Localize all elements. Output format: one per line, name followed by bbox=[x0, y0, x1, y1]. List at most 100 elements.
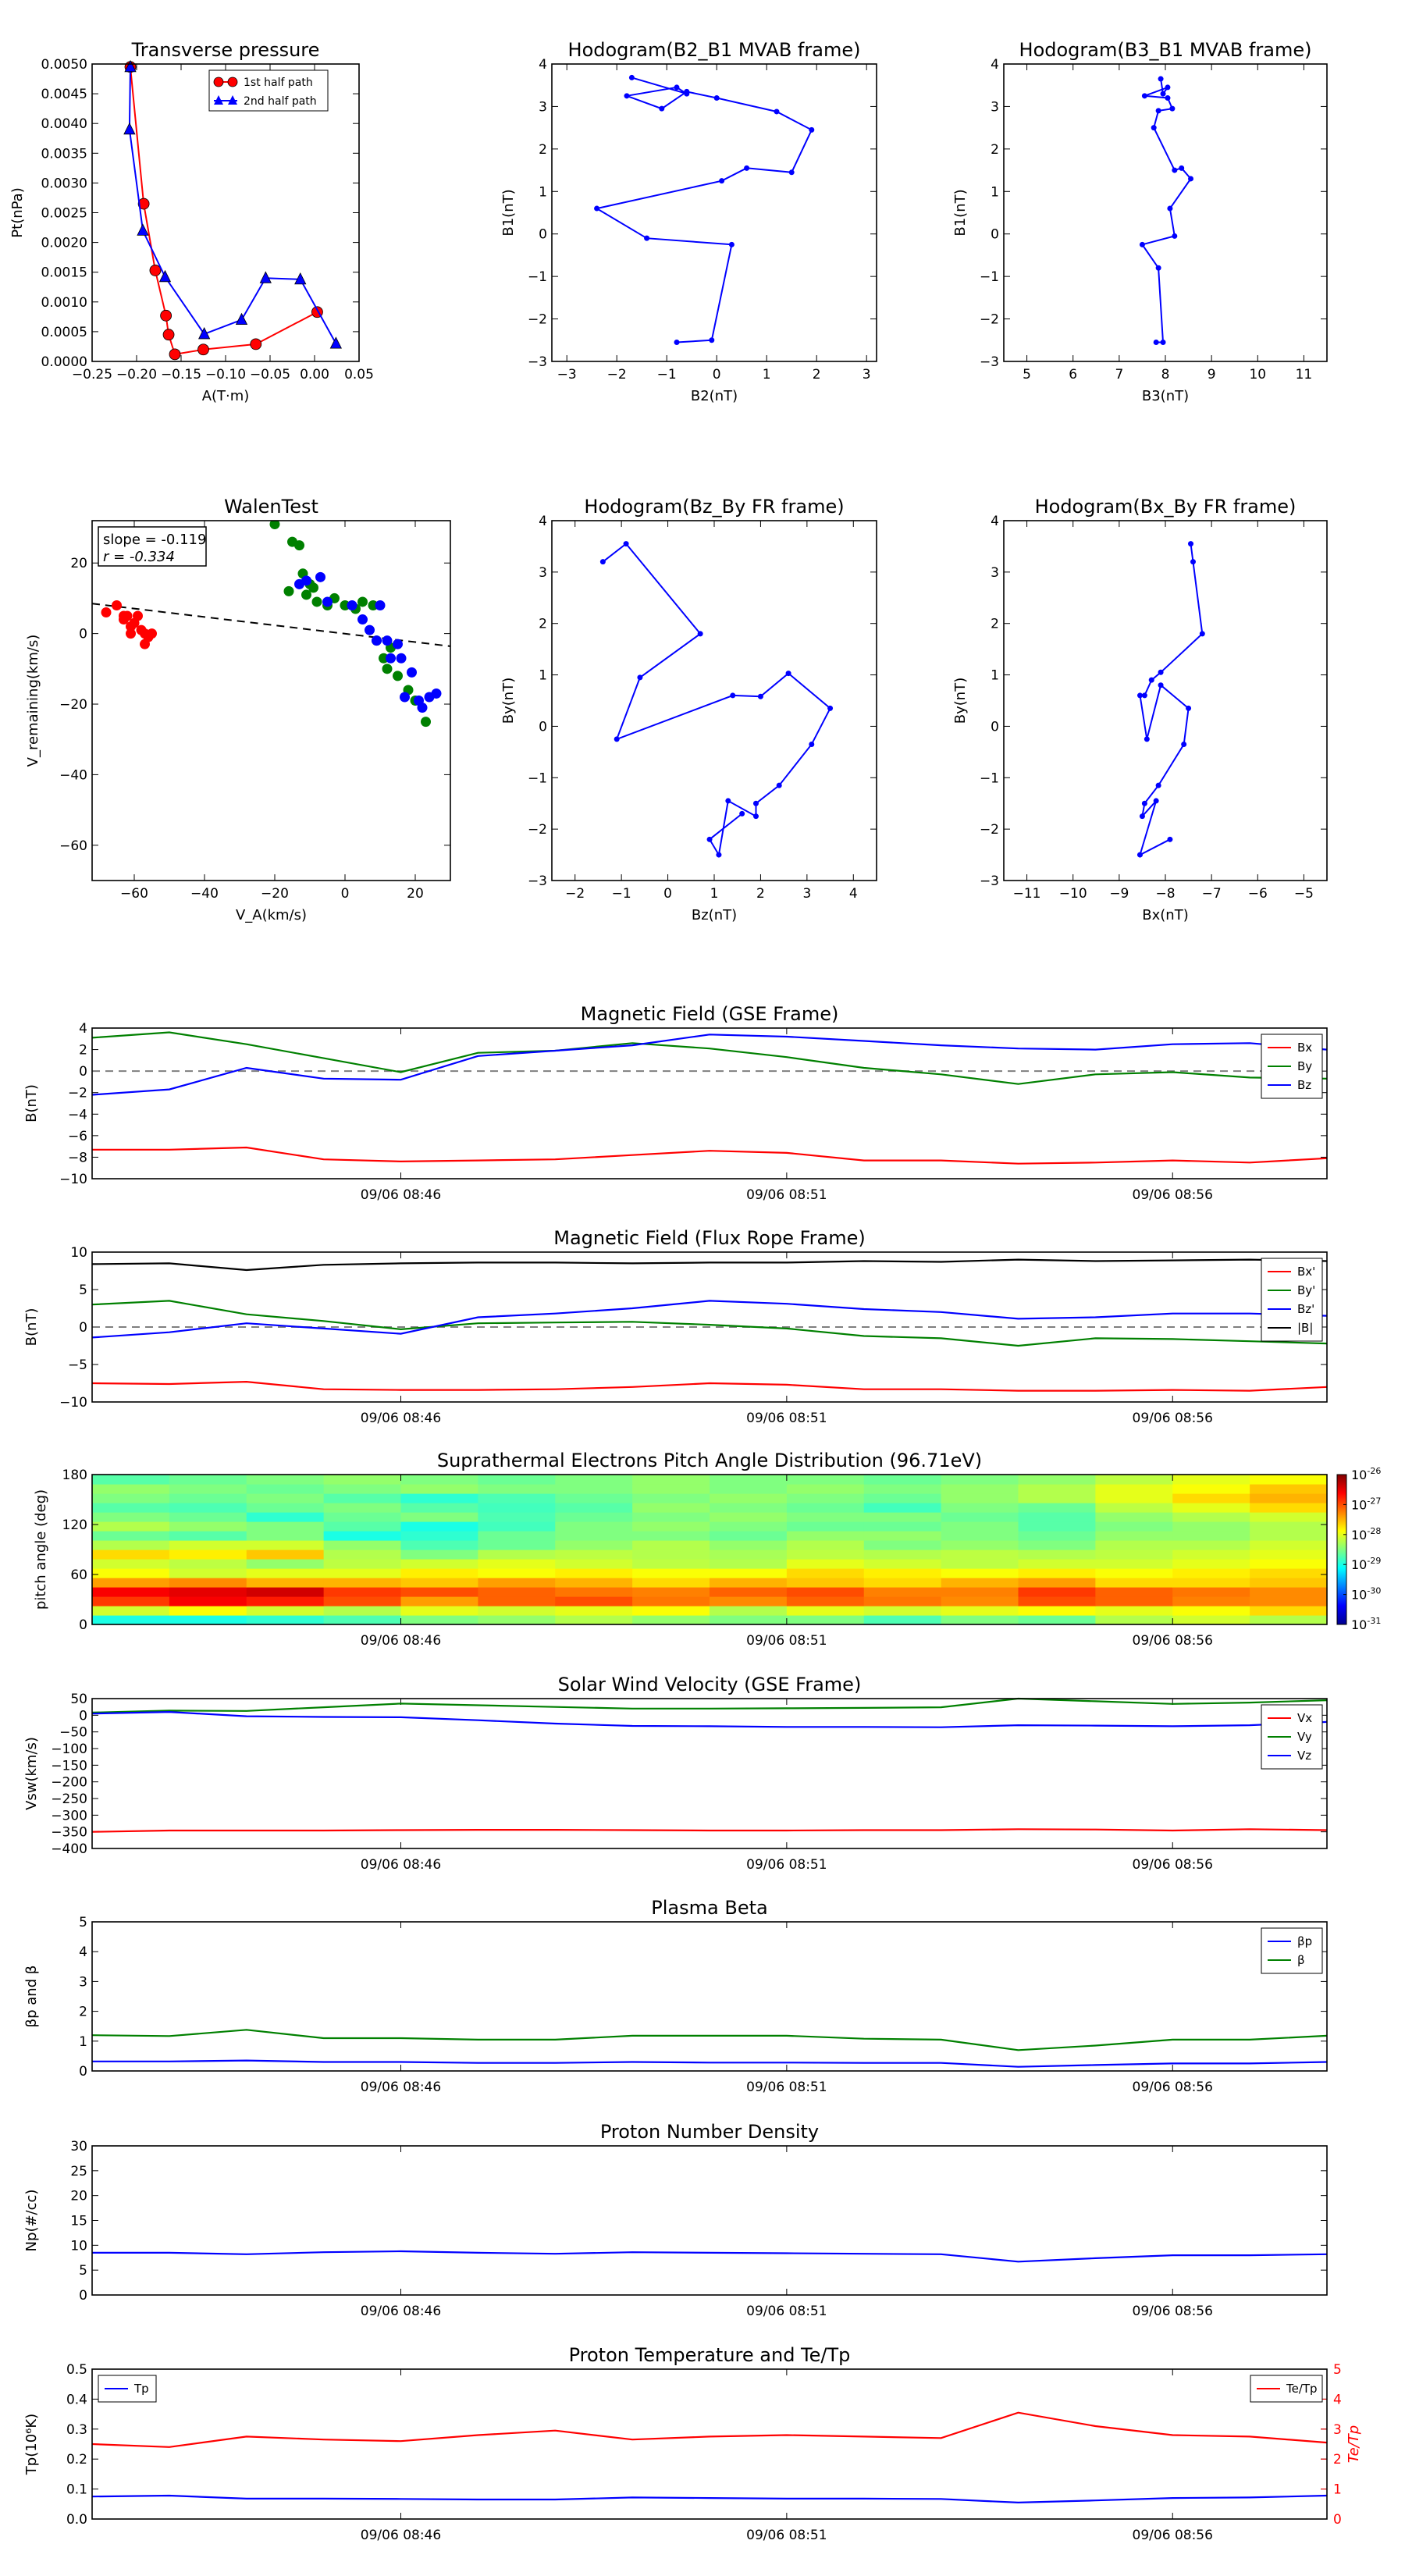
heatmap-cell bbox=[1172, 1493, 1250, 1503]
colorbar-tick-label: 10-26 bbox=[1351, 1466, 1381, 1482]
heatmap-cell bbox=[478, 1475, 556, 1485]
series-line bbox=[91, 2029, 1328, 2051]
colorbar-tick-exponent: -31 bbox=[1367, 1616, 1381, 1626]
data-point bbox=[1141, 692, 1147, 699]
heatmap-cell bbox=[941, 1475, 1019, 1485]
y-tick-label: −60 bbox=[59, 838, 87, 854]
heatmap-cell bbox=[1095, 1568, 1173, 1578]
x-tick-label: 1 bbox=[763, 367, 771, 382]
heatmap-cell bbox=[555, 1615, 633, 1625]
x-tick-label: 09/06 08:46 bbox=[361, 1633, 441, 1649]
chart-walen: WalenTest −60 −40 −20 0 20 −60 −40 −20 0 20 V_A(km/… bbox=[25, 496, 451, 923]
heatmap-cell bbox=[1095, 1578, 1173, 1588]
heatmap-cell bbox=[478, 1503, 556, 1513]
data-point bbox=[137, 197, 150, 210]
heatmap-cell bbox=[478, 1578, 556, 1588]
data-point bbox=[706, 836, 713, 842]
heatmap-cell bbox=[478, 1559, 556, 1569]
chart-vsw: Solar Wind Velocity (GSE Frame) −400−350 −… bbox=[23, 1674, 1328, 1873]
y-tick-label: 2 bbox=[539, 617, 547, 632]
data-point bbox=[752, 813, 759, 820]
heatmap-cell bbox=[92, 1568, 170, 1578]
heatmap-cell bbox=[246, 1503, 325, 1513]
heatmap-cell bbox=[632, 1587, 710, 1597]
heatmap-cell bbox=[478, 1484, 556, 1494]
heatmap-cell bbox=[1095, 1615, 1173, 1625]
data-point bbox=[169, 348, 181, 361]
heatmap-cell bbox=[941, 1578, 1019, 1588]
data-point bbox=[637, 674, 643, 681]
colorbar-tick-base: 10 bbox=[1351, 1497, 1367, 1512]
plot-border bbox=[91, 63, 360, 362]
chart-title: Proton Number Density bbox=[600, 2121, 819, 2143]
heatmap-cell bbox=[1250, 1531, 1328, 1541]
heatmap-cell bbox=[786, 1531, 865, 1541]
series-line bbox=[91, 1031, 1328, 1085]
y-tick-label: −6 bbox=[68, 1129, 87, 1144]
x-tick-label: 09/06 08:51 bbox=[746, 1857, 827, 1873]
series-line bbox=[91, 1300, 1328, 1347]
heatmap-cell bbox=[786, 1578, 865, 1588]
y-tick-label: 0 bbox=[991, 719, 999, 735]
heatmap-cell bbox=[478, 1540, 556, 1550]
data-point bbox=[774, 109, 780, 115]
data-point bbox=[719, 178, 725, 184]
x-tick-label: 3 bbox=[863, 367, 871, 382]
heatmap-cell bbox=[941, 1568, 1019, 1578]
series-line bbox=[91, 1828, 1328, 1833]
y-tick-label: −50 bbox=[59, 1725, 87, 1741]
colorbar-tick-exponent: -26 bbox=[1367, 1466, 1381, 1476]
heatmap-cell bbox=[169, 1578, 247, 1588]
heatmap-cell bbox=[1250, 1578, 1328, 1588]
heatmap-cell bbox=[1172, 1606, 1250, 1616]
heatmap-cell bbox=[863, 1578, 942, 1588]
heatmap-cell bbox=[1172, 1559, 1250, 1569]
data-point bbox=[1165, 84, 1171, 91]
heatmap-cell bbox=[941, 1550, 1019, 1560]
heatmap-cell bbox=[941, 1615, 1019, 1625]
y-tick-label: 3 bbox=[539, 99, 547, 115]
chart-title: Hodogram(Bz_By FR frame) bbox=[584, 496, 844, 518]
data-point bbox=[1155, 782, 1161, 788]
heatmap-cell bbox=[1018, 1484, 1096, 1494]
series-line bbox=[91, 1300, 1328, 1339]
heatmap-cell bbox=[246, 1512, 325, 1522]
data-point bbox=[1172, 233, 1178, 239]
colorbar-tick-label: 10-29 bbox=[1351, 1556, 1381, 1572]
y-tick-label: 20 bbox=[70, 556, 87, 571]
data-point bbox=[357, 596, 368, 607]
y-tick-label: −8 bbox=[68, 1150, 87, 1165]
heatmap-cell bbox=[323, 1503, 402, 1513]
y-tick-label: 30 bbox=[70, 2139, 87, 2154]
legend-marker bbox=[228, 95, 237, 105]
heatmap-cell bbox=[555, 1568, 633, 1578]
annotation-r: r = -0.334 bbox=[103, 549, 175, 565]
heatmap-cell bbox=[1250, 1512, 1328, 1522]
heatmap-cell bbox=[400, 1475, 478, 1485]
x-tick-label: 09/06 08:51 bbox=[746, 2080, 827, 2095]
heatmap-cell bbox=[478, 1596, 556, 1606]
y-tick-label: 25 bbox=[70, 2164, 87, 2179]
y-tick-label: 3 bbox=[991, 99, 999, 115]
data-point bbox=[757, 693, 763, 699]
x-tick-label: 2 bbox=[756, 886, 765, 902]
y-tick-label: −3 bbox=[980, 354, 999, 370]
data-point bbox=[730, 692, 736, 699]
y-tick-label: 1 bbox=[79, 2034, 87, 2050]
heatmap-cell bbox=[92, 1484, 170, 1494]
data-point bbox=[716, 852, 722, 858]
heatmap-cell bbox=[1018, 1550, 1096, 1560]
y-tick-label: 1 bbox=[991, 668, 999, 684]
heatmap-cell bbox=[786, 1503, 865, 1513]
y-axis-label: βp and β bbox=[23, 1966, 40, 2028]
heatmap-cell bbox=[1172, 1540, 1250, 1550]
heatmap-cell bbox=[1018, 1606, 1096, 1616]
heatmap-cell bbox=[169, 1540, 247, 1550]
heatmap-cell bbox=[400, 1606, 478, 1616]
heatmap-cell bbox=[1250, 1587, 1328, 1597]
chart-title: WalenTest bbox=[224, 496, 318, 518]
heatmap-cell bbox=[941, 1540, 1019, 1550]
heatmap-cell bbox=[632, 1521, 710, 1532]
heatmap-cell bbox=[941, 1512, 1019, 1522]
heatmap-cell bbox=[92, 1540, 170, 1550]
